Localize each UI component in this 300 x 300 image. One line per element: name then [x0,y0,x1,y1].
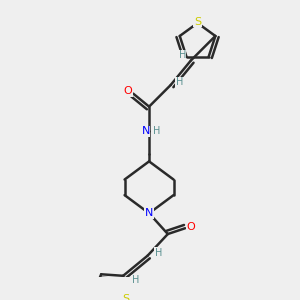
Text: H: H [155,248,162,258]
Text: S: S [122,294,129,300]
Text: S: S [194,16,201,27]
Text: H: H [178,50,186,60]
Text: H: H [176,77,183,87]
Text: N: N [145,208,153,218]
Text: H: H [132,275,139,285]
Text: N: N [141,126,150,136]
Text: H: H [154,126,161,136]
Text: O: O [187,222,195,232]
Text: O: O [124,86,132,96]
